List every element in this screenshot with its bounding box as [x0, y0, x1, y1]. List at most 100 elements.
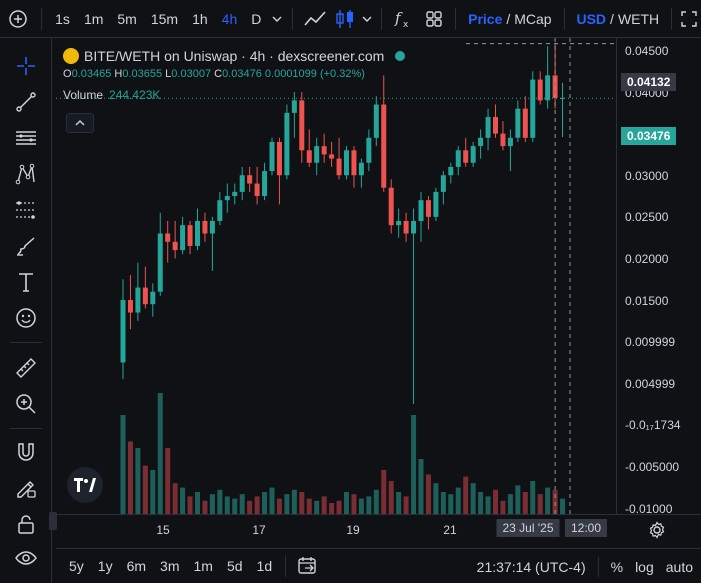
price-tick: 0.04500: [625, 44, 669, 58]
range-list: 5y 1y 6m 3m 1m 5d 1d: [56, 558, 279, 574]
magnet-icon[interactable]: [12, 438, 40, 466]
candle-body: [470, 146, 476, 163]
candle-body: [396, 221, 402, 226]
pattern-icon[interactable]: [12, 160, 40, 188]
auto-scale-toggle[interactable]: auto: [665, 558, 693, 575]
token-logo-icon: [63, 48, 79, 64]
price-mcap-toggle[interactable]: Price / MCap: [462, 11, 558, 27]
candle-body: [299, 100, 305, 151]
emoji-icon[interactable]: [12, 304, 40, 332]
trend-line-icon[interactable]: [12, 88, 40, 116]
percent-scale-toggle[interactable]: %: [610, 558, 624, 575]
candle-body: [239, 175, 245, 192]
range-6m[interactable]: 6m: [126, 558, 147, 574]
volume-bar: [336, 500, 342, 514]
timeframe-1m[interactable]: 1m: [83, 10, 104, 27]
price-tick: 0.02500: [625, 210, 669, 225]
close-label: C: [214, 68, 223, 80]
mcap-toggle[interactable]: MCap: [514, 10, 552, 27]
plus-circle-icon[interactable]: [0, 0, 35, 38]
fib-levels-icon[interactable]: [12, 196, 40, 224]
timeframe-d[interactable]: D: [251, 10, 262, 27]
time-axis[interactable]: 23 Jul '25 12:00 15 17 19 21: [56, 514, 701, 544]
fullscreen-icon[interactable]: [678, 0, 701, 38]
legend-collapse-button[interactable]: [66, 113, 94, 133]
timeframe-15m[interactable]: 15m: [150, 10, 179, 27]
volume-bar: [388, 481, 394, 514]
toolbar-divider: [455, 7, 457, 30]
chevron-up-icon: [75, 120, 85, 126]
toolbar-collapse-handle[interactable]: [49, 512, 57, 530]
range-3m[interactable]: 3m: [160, 558, 180, 574]
candle-body: [284, 112, 290, 176]
horizontal-lines-icon[interactable]: [12, 124, 40, 152]
date-range-icon[interactable]: [292, 549, 322, 583]
bottom-divider: [597, 556, 599, 577]
range-1d[interactable]: 1d: [256, 558, 273, 574]
log-scale-toggle[interactable]: log: [635, 558, 654, 575]
timeframe-1h[interactable]: 1h: [192, 10, 208, 27]
candle-body: [120, 300, 126, 363]
volume-bar: [560, 498, 566, 514]
eye-icon[interactable]: [12, 544, 40, 572]
chevron-down-icon[interactable]: [359, 0, 375, 38]
volume-bar: [209, 494, 215, 514]
candle-body: [262, 171, 268, 197]
volume-bar: [366, 496, 372, 514]
timeframe-4h[interactable]: 4h: [221, 10, 238, 27]
candle-body: [276, 141, 282, 176]
low-label: L: [165, 68, 172, 80]
volume-bar: [537, 494, 543, 514]
volume-bar: [530, 481, 536, 514]
candle-body: [433, 191, 439, 217]
lock-pencil-icon[interactable]: [12, 474, 40, 502]
range-5d[interactable]: 5d: [226, 558, 243, 574]
line-chart-icon[interactable]: [299, 0, 331, 38]
lock-icon[interactable]: [12, 510, 40, 538]
range-1y[interactable]: 1y: [97, 558, 113, 574]
volume-bar: [321, 496, 327, 514]
candle-body: [180, 225, 186, 251]
volume-bar: [187, 496, 193, 514]
candle-body: [455, 150, 461, 167]
currency-toggle[interactable]: USD / WETH: [570, 11, 665, 27]
candle-body: [269, 141, 275, 172]
change-value: 0.0001099 (+0.32%): [264, 68, 365, 80]
candle-body: [351, 150, 357, 176]
volume-bar: [493, 489, 498, 514]
volume-bar: [455, 487, 461, 514]
volume-bar: [269, 487, 275, 514]
tradingview-logo-icon[interactable]: [67, 467, 103, 503]
volume-bar: [232, 498, 238, 514]
volume-bar: [247, 500, 253, 514]
timeframe-5m[interactable]: 5m: [117, 10, 137, 27]
chart-title: BITE/WETH on Uniswap · 4h · dexscreener.…: [84, 48, 385, 64]
timeframe-1s[interactable]: 1s: [55, 10, 70, 27]
zoom-in-icon[interactable]: [12, 390, 40, 418]
layout-grid-icon[interactable]: [419, 0, 449, 38]
text-tool-icon[interactable]: [12, 268, 40, 296]
settings-gear-icon[interactable]: [648, 521, 666, 539]
clock-readout[interactable]: 21:37:14 (UTC-4): [476, 558, 586, 575]
brush-icon[interactable]: [12, 232, 40, 260]
candle-body: [217, 200, 223, 221]
candle-body: [135, 287, 141, 313]
candle-body: [478, 137, 484, 147]
range-1m[interactable]: 1m: [193, 558, 213, 574]
crosshair-icon[interactable]: [12, 52, 40, 80]
chevron-down-icon[interactable]: [268, 0, 286, 38]
candlestick-chart[interactable]: [56, 38, 616, 514]
price-axis[interactable]: 0.045000.040000.035000.030000.025000.020…: [616, 38, 701, 516]
candle-body: [150, 291, 156, 305]
range-5y[interactable]: 5y: [69, 558, 84, 574]
weth-toggle[interactable]: WETH: [617, 10, 660, 27]
price-toggle[interactable]: Price: [468, 10, 503, 27]
usd-toggle[interactable]: USD: [576, 10, 607, 27]
volume-bar: [150, 470, 156, 514]
volume-bar: [522, 492, 528, 514]
ruler-icon[interactable]: [12, 354, 40, 382]
volume-bar: [306, 498, 312, 514]
candlestick-icon[interactable]: [331, 0, 359, 38]
candle-body: [440, 175, 446, 192]
